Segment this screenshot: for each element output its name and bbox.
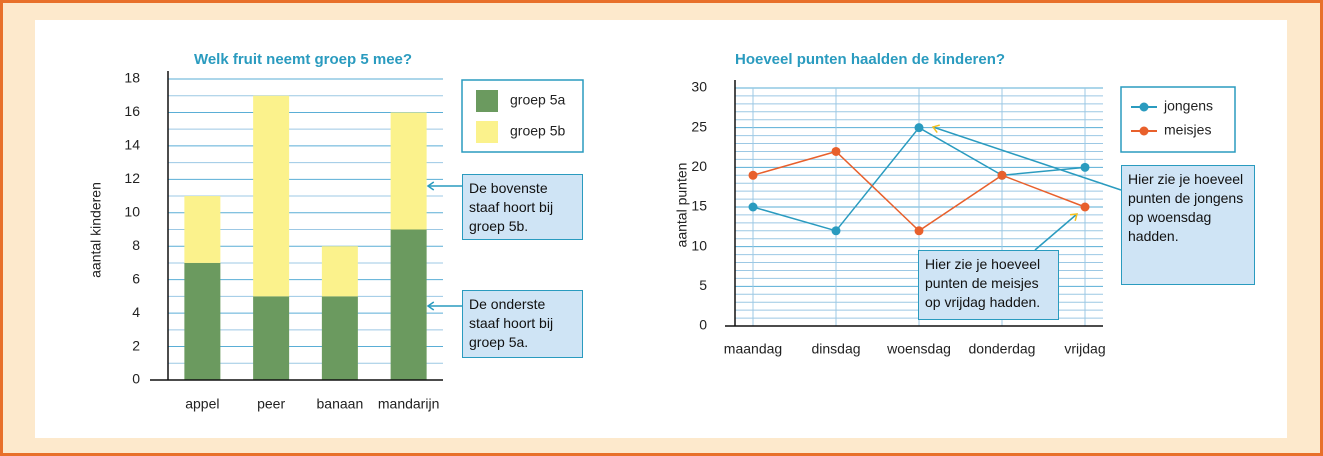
x-tick-label: maandag: [724, 341, 782, 357]
callout: Hier zie je hoeveel punten de jongens op…: [1121, 165, 1255, 285]
point: [914, 123, 924, 133]
legend-label: meisjes: [1164, 122, 1211, 138]
callout: De bovenste staaf hoort bij groep 5b.: [462, 174, 583, 240]
y-tick-label: 8: [132, 237, 140, 253]
point: [831, 146, 841, 156]
y-tick-label: 16: [124, 103, 140, 119]
callout: De onderste staaf hoort bij groep 5a.: [462, 290, 583, 358]
legend-label: jongens: [1163, 98, 1213, 114]
bar-segment: [184, 262, 221, 380]
x-tick-label: donderdag: [969, 341, 1036, 357]
legend-dot: [1139, 102, 1149, 112]
x-tick-label: vrijdag: [1064, 341, 1105, 357]
x-tick-label: peer: [257, 396, 285, 412]
x-tick-label: woensdag: [886, 341, 951, 357]
y-tick-label: 4: [132, 304, 140, 320]
callout-arrowhead: [426, 181, 435, 191]
point: [1080, 162, 1090, 172]
y-tick-label: 6: [132, 270, 140, 286]
callout-arrowhead: [1069, 213, 1079, 221]
bar-segment: [321, 296, 358, 380]
legend-label: groep 5a: [510, 92, 565, 108]
y-tick-label: 10: [691, 237, 707, 253]
y-tick-label: 14: [124, 137, 140, 153]
bar-segment: [184, 196, 221, 263]
x-tick-label: banaan: [317, 396, 364, 412]
x-tick-label: dinsdag: [811, 341, 860, 357]
legend-swatch: [476, 90, 498, 112]
point: [914, 226, 924, 236]
y-tick-label: 0: [132, 371, 140, 387]
y-axis-label: aantal kinderen: [88, 182, 104, 278]
point: [1080, 202, 1090, 212]
legend-swatch: [476, 121, 498, 143]
x-tick-label: mandarijn: [378, 396, 439, 412]
y-tick-label: 12: [124, 170, 140, 186]
point: [748, 202, 758, 212]
y-tick-label: 15: [691, 198, 707, 214]
chart-title: Welk fruit neemt groep 5 mee?: [194, 51, 412, 68]
y-axis-label: aantal punten: [674, 163, 690, 248]
bar-segment: [390, 112, 427, 230]
y-tick-label: 18: [124, 70, 140, 86]
legend-label: groep 5b: [510, 123, 565, 139]
callout-pointer: [1034, 213, 1078, 251]
y-tick-label: 2: [132, 337, 140, 353]
y-tick-label: 30: [691, 79, 707, 95]
callout-arrowhead: [426, 301, 435, 311]
bar-segment: [321, 246, 358, 297]
y-tick-label: 25: [691, 118, 707, 134]
legend-dot: [1139, 126, 1149, 136]
chart-title: Hoeveel punten haalden de kinderen?: [735, 51, 1005, 68]
bar-segment: [390, 229, 427, 380]
x-tick-label: appel: [185, 396, 219, 412]
y-tick-label: 10: [124, 203, 140, 219]
point: [997, 170, 1007, 180]
y-tick-label: 5: [699, 277, 707, 293]
y-tick-label: 0: [699, 317, 707, 333]
y-tick-label: 20: [691, 158, 707, 174]
callout: Hier zie je hoeveel punten de meisjes op…: [918, 250, 1059, 320]
point: [831, 226, 841, 236]
legend-box: [1120, 86, 1236, 153]
callout-pointer: [932, 126, 1122, 191]
callout-arrowhead: [931, 124, 940, 134]
point: [748, 170, 758, 180]
bar-segment: [253, 95, 290, 297]
bar-segment: [253, 296, 290, 380]
